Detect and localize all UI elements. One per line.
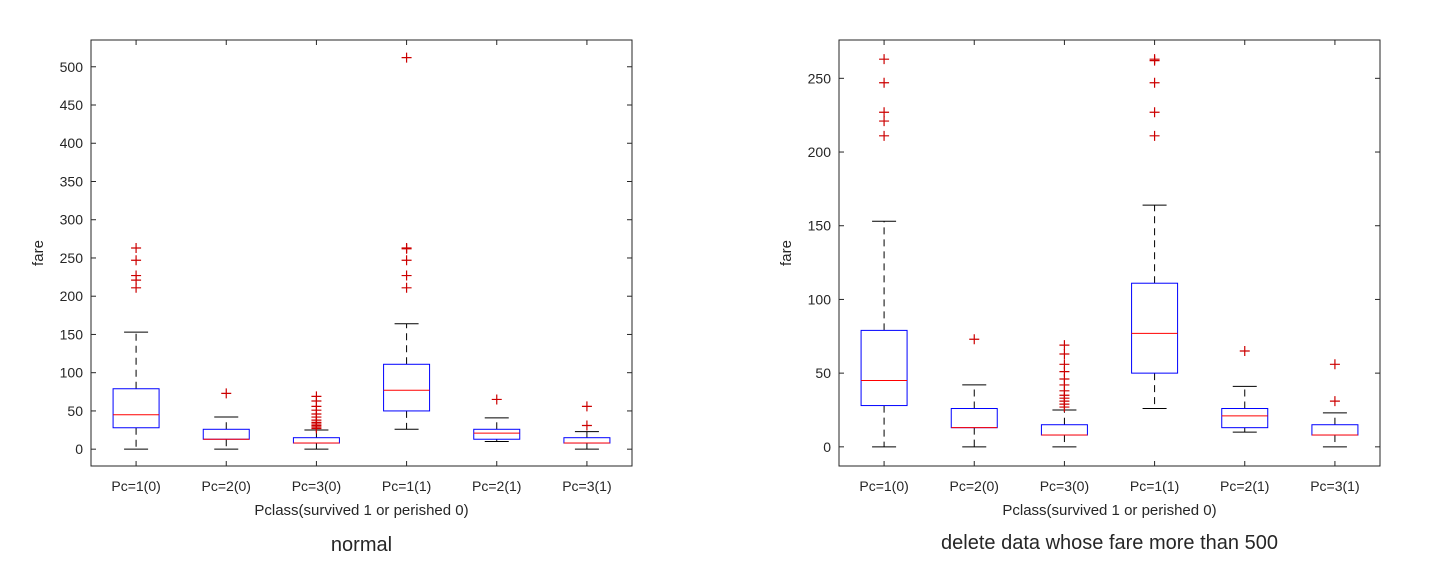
x-tick-label: Pc=1(0) — [859, 478, 908, 494]
outlier-marker — [221, 388, 232, 399]
outlier-marker — [1059, 348, 1070, 359]
iqr-box — [950, 408, 998, 429]
y-tick-label: 250 — [60, 250, 84, 266]
x-tick-label: Pc=1(0) — [111, 478, 160, 494]
y-tick-label: 250 — [808, 70, 832, 86]
x-axis-label: Pclass(survived 1 or perished 0) — [1002, 502, 1216, 519]
outlier-marker — [1239, 346, 1250, 357]
iqr-box — [112, 388, 160, 429]
y-axis-label: fare — [778, 240, 795, 266]
outlier-marker — [131, 270, 142, 281]
y-tick-label: 0 — [75, 441, 83, 457]
outlier-marker — [131, 243, 142, 254]
outlier-marker — [879, 54, 890, 65]
outlier-marker — [1149, 130, 1160, 141]
outlier-marker — [581, 420, 592, 431]
x-tick-label: Pc=3(1) — [1310, 478, 1359, 494]
x-tick-label: Pc=2(1) — [1220, 478, 1269, 494]
outlier-marker — [1329, 359, 1340, 370]
x-tick-label: Pc=2(1) — [472, 478, 521, 494]
x-tick-label: Pc=2(0) — [950, 478, 999, 494]
iqr-box — [1131, 282, 1179, 374]
outlier-marker — [131, 255, 142, 266]
outlier-marker — [1059, 340, 1070, 351]
chart-title: normal — [331, 534, 392, 556]
outlier-marker — [401, 52, 412, 63]
outlier-marker — [879, 77, 890, 88]
box-2 — [1040, 340, 1088, 448]
box-1 — [950, 334, 998, 448]
box-3 — [383, 52, 431, 430]
iqr-box — [1221, 408, 1269, 429]
outlier-marker — [491, 394, 502, 405]
outlier-marker — [311, 391, 322, 402]
y-tick-label: 200 — [60, 288, 84, 304]
y-tick-label: 0 — [823, 439, 831, 455]
y-tick-label: 300 — [60, 212, 84, 228]
iqr-box — [202, 428, 250, 440]
plot-area — [838, 39, 1381, 467]
outlier-marker — [1329, 396, 1340, 407]
outlier-marker — [401, 255, 412, 266]
outlier-marker — [1059, 359, 1070, 370]
outlier-marker — [1149, 107, 1160, 118]
y-tick-label: 50 — [815, 365, 831, 381]
box-1 — [202, 388, 250, 450]
iqr-box — [1311, 424, 1359, 436]
box-5 — [1311, 359, 1359, 448]
iqr-box — [563, 437, 611, 444]
box-0 — [860, 54, 908, 448]
plot-area — [90, 39, 633, 467]
outlier-marker — [879, 107, 890, 118]
box-5 — [563, 401, 611, 450]
box-2 — [292, 391, 340, 450]
y-tick-label: 100 — [808, 291, 832, 307]
x-tick-label: Pc=3(0) — [1040, 478, 1089, 494]
x-tick-label: Pc=1(1) — [382, 478, 431, 494]
box-0 — [112, 243, 160, 450]
box-3 — [1131, 54, 1179, 410]
x-tick-label: Pc=1(1) — [1130, 478, 1179, 494]
boxplot-normal: 0 50 100 150 200 250 300 350 400 450 500 Pc=1(0) Pc=… — [30, 39, 633, 556]
x-axis-label: Pclass(survived 1 or perished 0) — [254, 502, 468, 519]
outlier-marker — [581, 401, 592, 412]
boxplot-filtered: 0 50 100 150 200 250 Pc=1(0) Pc=2(0) Pc=3(0) Pc=1… — [778, 39, 1381, 554]
iqr-box — [473, 428, 521, 440]
outlier-marker — [879, 116, 890, 127]
y-tick-label: 400 — [60, 135, 84, 151]
box-4 — [473, 394, 521, 443]
iqr-box — [1040, 424, 1088, 436]
box-4 — [1221, 346, 1269, 433]
x-tick-label: Pc=3(0) — [292, 478, 341, 494]
y-tick-label: 150 — [60, 326, 84, 342]
outlier-marker — [879, 130, 890, 141]
outlier-marker — [1149, 77, 1160, 88]
outlier-marker — [401, 270, 412, 281]
outlier-marker — [401, 243, 412, 254]
y-tick-label: 350 — [60, 173, 84, 189]
y-tick-label: 450 — [60, 97, 84, 113]
y-tick-label: 500 — [60, 59, 84, 75]
iqr-box — [383, 363, 431, 412]
outlier-marker — [969, 334, 980, 345]
x-tick-label: Pc=3(1) — [562, 478, 611, 494]
x-tick-label: Pc=2(0) — [202, 478, 251, 494]
y-tick-label: 100 — [60, 365, 84, 381]
y-tick-label: 150 — [808, 218, 832, 234]
iqr-box — [292, 437, 340, 444]
y-axis-label: fare — [30, 240, 47, 266]
outlier-marker — [1149, 54, 1160, 65]
chart-title: delete data whose fare more than 500 — [941, 532, 1278, 554]
y-tick-label: 200 — [808, 144, 832, 160]
iqr-box — [860, 329, 908, 407]
y-tick-label: 50 — [67, 403, 83, 419]
outlier-marker — [401, 282, 412, 293]
